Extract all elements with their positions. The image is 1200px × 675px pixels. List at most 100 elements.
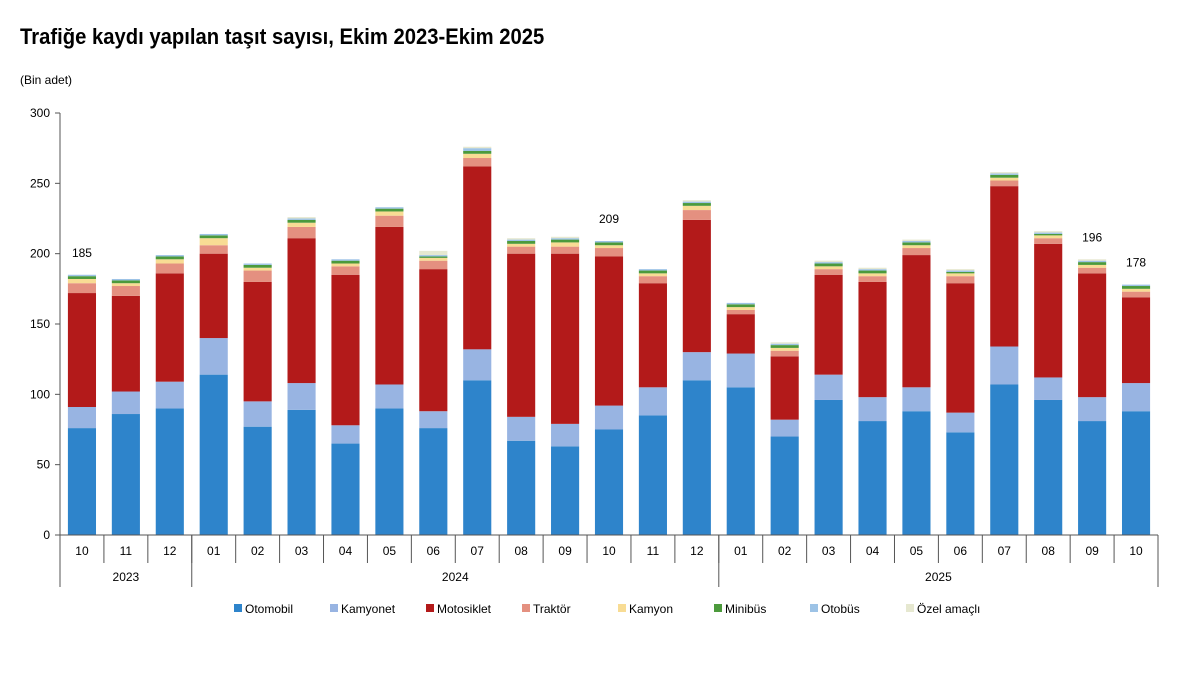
bar-stack (902, 239, 931, 535)
bar-segment-minib-s (594, 242, 624, 246)
bar-segment-trakt-r (463, 158, 492, 167)
bar-segment-otomobil (287, 409, 316, 535)
bar-segment-kamyon (1034, 235, 1063, 239)
bar-segment-motosiklet (946, 283, 975, 413)
bar-segment--zel-ama-l- (858, 267, 887, 270)
bar-segment-minib-s (287, 219, 316, 223)
bar-segment-otomobil (1034, 399, 1063, 535)
bar-segment-otomobil (682, 380, 711, 535)
bar-segment-otob-s (155, 255, 184, 257)
x-tick-label: 11 (120, 544, 133, 558)
legend-swatch (714, 604, 722, 612)
bar-segment-otob-s (199, 233, 228, 236)
bar-segment-trakt-r (1034, 238, 1063, 244)
bar-segment--zel-ama-l- (1078, 259, 1107, 261)
legend-item: Özel amaçlı (906, 602, 980, 616)
bar-segment-otomobil (726, 387, 755, 535)
legend-label: Traktör (533, 602, 571, 616)
x-tick-label: 01 (207, 544, 221, 558)
legend-swatch (906, 604, 914, 612)
x-tick-label: 02 (251, 544, 265, 558)
bar-segment--zel-ama-l- (946, 269, 975, 271)
legend-label: Motosiklet (437, 602, 492, 616)
bar-segment-motosiklet (594, 256, 624, 406)
x-tick-label: 12 (690, 544, 704, 558)
bar-segment-otob-s (67, 274, 97, 277)
legend: Otomobil Kamyonet Motosiklet Traktör Kamyon M… (234, 602, 980, 616)
bar-segment-kamyon (155, 259, 184, 264)
bar-segment-trakt-r (682, 210, 711, 220)
x-tick-label: 07 (998, 544, 1012, 558)
total-value-label: 185 (72, 246, 92, 260)
bar-segment--zel-ama-l- (902, 239, 931, 242)
bar-segment-otomobil (770, 436, 799, 535)
bar-segment-motosiklet (375, 226, 404, 385)
x-tick-label: 09 (1085, 544, 1099, 558)
x-tick-label: 04 (866, 544, 880, 558)
x-tick-label: 10 (75, 544, 89, 558)
bar-segment-minib-s (902, 242, 931, 246)
bar-segment-kamyon (551, 242, 580, 247)
bar-segment-kamyonet (1078, 397, 1107, 422)
legend-label: Kamyon (629, 602, 673, 616)
bar-segment-otob-s (638, 269, 667, 271)
bar-segment-kamyonet (726, 353, 755, 388)
bar-segment--zel-ama-l- (507, 238, 536, 240)
bar-segment-minib-s (199, 235, 228, 239)
bar-segment-motosiklet (551, 253, 580, 424)
bar-segment-otomobil (902, 411, 931, 535)
bar-segment-motosiklet (507, 253, 536, 417)
bar-segment-kamyonet (682, 352, 711, 381)
y-tick-label: 150 (30, 317, 50, 331)
bar-segment-motosiklet (990, 186, 1019, 347)
total-value-label: 209 (599, 212, 619, 226)
bar-segment-trakt-r (858, 276, 887, 282)
bar-segment-kamyon (287, 222, 316, 227)
bar-segment-trakt-r (199, 245, 228, 254)
bar-segment-minib-s (946, 271, 975, 274)
bar-stack (419, 250, 448, 535)
legend-label: Minibüs (725, 602, 766, 616)
bar-segment-minib-s (507, 241, 536, 244)
bar-segment-kamyonet (507, 416, 536, 441)
x-tick-label: 07 (471, 544, 485, 558)
bar-stack (594, 241, 624, 535)
bar-segment-motosiklet (199, 253, 228, 339)
bar-segment-minib-s (990, 174, 1019, 178)
bar-segment-motosiklet (1078, 273, 1107, 398)
bar-stack (1034, 231, 1063, 535)
bar-segment-trakt-r (990, 180, 1019, 187)
legend-label: Otobüs (821, 602, 860, 616)
bar-segment-kamyon (902, 245, 931, 249)
bar-segment-motosiklet (902, 255, 931, 388)
bar-segment-kamyonet (990, 346, 1019, 385)
bar-segment-otob-s (243, 263, 272, 265)
legend-item: Kamyonet (330, 602, 396, 616)
bar-segment--zel-ama-l- (287, 217, 316, 219)
x-tick-label: 10 (1129, 544, 1143, 558)
bar-segment-minib-s (419, 256, 448, 258)
bar-segment-otomobil (551, 446, 580, 535)
y-tick-label: 200 (30, 247, 50, 261)
bar-segment--zel-ama-l- (551, 236, 580, 239)
bar-segment-otomobil (594, 429, 624, 535)
legend-item: Minibüs (714, 602, 766, 616)
bar-stack (990, 172, 1019, 535)
bar-stack (814, 260, 843, 535)
legend-swatch (810, 604, 818, 612)
bar-segment-kamyon (1121, 288, 1151, 292)
bar-segment-minib-s (638, 270, 667, 274)
bar-segment--zel-ama-l- (1034, 231, 1063, 233)
bar-segment-trakt-r (243, 270, 272, 282)
bar-stack (551, 236, 580, 535)
bar-segment-minib-s (770, 345, 799, 348)
bar-segment-motosiklet (1034, 243, 1063, 378)
bar-segment--zel-ama-l- (990, 172, 1019, 174)
x-tick-label: 05 (910, 544, 924, 558)
bar-segment-kamyon (814, 266, 843, 270)
bar-segment-otob-s (419, 255, 448, 257)
year-label: 2024 (442, 570, 469, 584)
year-label: 2023 (113, 570, 140, 584)
bar-stack (463, 146, 492, 535)
bar-segment-motosiklet (1121, 297, 1151, 384)
